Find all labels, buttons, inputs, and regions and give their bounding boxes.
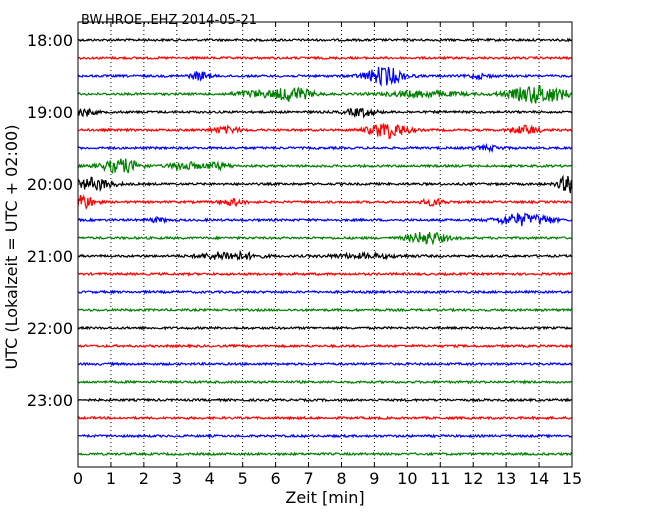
trace-group	[77, 37, 573, 457]
x-tick-label: 7	[303, 469, 313, 488]
x-tick-label: 5	[238, 469, 248, 488]
x-tick-label: 4	[205, 469, 215, 488]
chart-title: BW.HROE..EHZ 2014-05-21	[81, 13, 257, 28]
seismic-trace	[77, 289, 573, 295]
seismic-trace	[77, 361, 573, 367]
x-tick-label: 14	[529, 469, 549, 488]
x-tick-label: 11	[430, 469, 450, 488]
x-axis-label: Zeit [min]	[285, 488, 364, 507]
seismic-trace	[77, 55, 573, 61]
seismic-trace	[77, 231, 573, 246]
x-tick-label: 6	[271, 469, 281, 488]
seismic-trace	[77, 379, 573, 385]
seismic-trace	[77, 433, 573, 439]
seismic-trace	[77, 415, 573, 421]
x-axis-ticks: 0 1 2 3 4 5 6 7 8 9 10 11 12 13 14 15	[73, 22, 582, 488]
seismic-trace	[77, 343, 573, 349]
y-tick-label: 18:00	[27, 31, 73, 50]
seismic-trace	[77, 66, 573, 87]
seismic-trace	[77, 397, 573, 403]
seismic-trace	[77, 325, 573, 331]
seismic-trace	[77, 271, 573, 277]
seismic-trace	[77, 158, 573, 174]
seismic-trace	[77, 84, 573, 105]
seismic-trace	[77, 107, 573, 119]
y-tick-label: 22:00	[27, 319, 73, 338]
x-tick-label: 0	[73, 469, 83, 488]
x-tick-label: 8	[336, 469, 346, 488]
seismic-trace	[77, 193, 573, 210]
x-tick-label: 15	[562, 469, 582, 488]
seismic-trace	[77, 122, 573, 140]
plot-frame	[77, 21, 573, 468]
x-tick-label: 3	[172, 469, 182, 488]
x-tick-label: 9	[369, 469, 379, 488]
seismic-trace	[77, 142, 573, 154]
seismic-trace	[77, 174, 573, 194]
x-tick-label: 13	[496, 469, 516, 488]
seismic-trace	[77, 451, 573, 457]
y-tick-label: 21:00	[27, 247, 73, 266]
y-axis-ticks: 18:00 19:00 20:00 21:00 22:00 23:00	[27, 31, 572, 410]
x-tick-label: 12	[463, 469, 483, 488]
seismic-trace	[77, 212, 573, 227]
seismic-trace	[77, 249, 573, 261]
seismic-trace	[77, 307, 573, 313]
x-tick-label: 2	[139, 469, 149, 488]
y-axis-label: UTC (Lokalzeit = UTC + 02:00)	[2, 125, 21, 370]
y-tick-label: 19:00	[27, 103, 73, 122]
seismic-trace	[77, 37, 573, 43]
x-tick-label: 10	[397, 469, 417, 488]
y-tick-label: 23:00	[27, 391, 73, 410]
x-tick-label: 1	[106, 469, 116, 488]
y-tick-label: 20:00	[27, 175, 73, 194]
